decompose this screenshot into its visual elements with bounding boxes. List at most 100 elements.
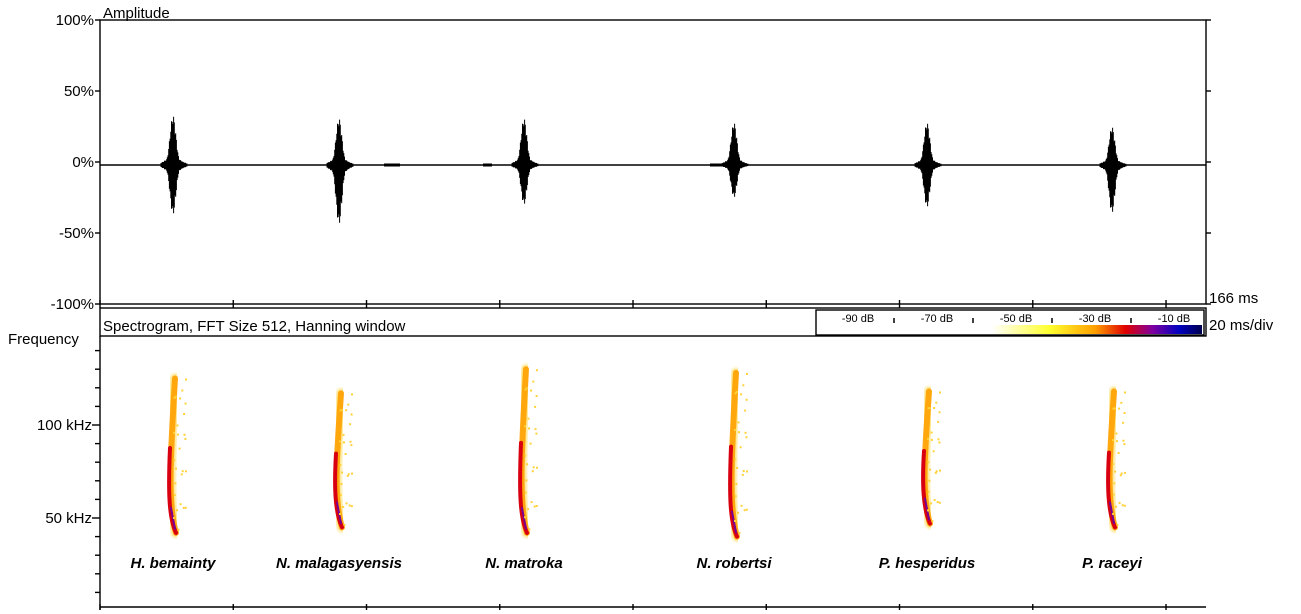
- call-speckle: [932, 450, 935, 453]
- call-speckle: [739, 446, 742, 449]
- waveform-burst: [914, 123, 942, 207]
- spectrogram-call: [1104, 386, 1126, 533]
- call-speckle: [931, 520, 934, 523]
- call-speckle: [1112, 512, 1114, 515]
- call-speckle: [524, 491, 527, 494]
- call-speckle: [745, 436, 748, 439]
- call-speckle: [345, 409, 348, 412]
- call-speckle: [939, 391, 941, 394]
- call-speckle: [927, 407, 930, 410]
- call-speckle: [525, 387, 528, 390]
- call-speckle: [938, 501, 941, 504]
- call-speckle: [184, 402, 187, 405]
- call-speckle: [737, 511, 740, 514]
- call-speckle: [743, 509, 746, 512]
- call-speckle: [1122, 439, 1125, 442]
- colorbar-label: -50 dB: [1000, 313, 1032, 325]
- call-speckle: [185, 470, 187, 473]
- call-speckle: [740, 393, 743, 396]
- call-speckle: [938, 411, 941, 414]
- waveform-burst: [511, 119, 539, 204]
- call-speckle: [339, 513, 341, 515]
- call-speckle: [347, 473, 350, 476]
- spectrogram-y-ticks: 100 kHz 50 kHz: [37, 349, 100, 594]
- call-speckle: [1113, 407, 1116, 410]
- waveform-y-tick-label: 50%: [64, 83, 94, 100]
- call-speckle: [342, 505, 345, 508]
- call-speckle: [927, 490, 930, 493]
- call-speckle: [1115, 432, 1118, 435]
- spectrogram-calls: [165, 364, 1126, 542]
- spectrogram-call: [516, 364, 538, 538]
- call-speckle: [1112, 439, 1114, 442]
- spectrogram-call: [165, 373, 187, 538]
- call-speckle: [937, 438, 940, 441]
- time-axis-ticks: [99, 300, 1167, 610]
- call-peak: [1109, 501, 1115, 525]
- call-speckle: [178, 447, 181, 450]
- call-speckle: [532, 466, 535, 469]
- call-speckle: [524, 516, 526, 519]
- call-speckle: [183, 433, 186, 436]
- call-speckle: [935, 401, 938, 404]
- colorbar-gradient: [820, 325, 1202, 334]
- call-speckle: [1124, 391, 1126, 394]
- call-speckle: [530, 501, 533, 504]
- waveform-y-tick-label: 0%: [72, 154, 94, 171]
- call-speckle: [1123, 443, 1126, 446]
- call-speckle: [174, 395, 177, 398]
- call-speckle: [938, 441, 941, 444]
- call-speckle: [1118, 407, 1121, 410]
- call-speckle: [351, 393, 353, 396]
- call-speckle: [346, 474, 349, 477]
- call-speckle: [1120, 472, 1123, 475]
- call-speckle: [745, 398, 748, 401]
- call-speckle: [339, 409, 342, 412]
- call-speckle: [1123, 412, 1126, 414]
- call-speckle: [741, 473, 744, 476]
- frequency-axis-label: Frequency: [8, 331, 79, 348]
- call-speckle: [927, 461, 930, 464]
- call-speckle: [181, 470, 184, 473]
- call-speckle: [1116, 523, 1119, 526]
- call-speckle: [1121, 504, 1124, 507]
- call-speckle: [1122, 421, 1125, 424]
- species-label: N. matroka: [485, 555, 563, 572]
- frequency-tick-label: 50 kHz: [45, 510, 92, 527]
- call-speckle: [534, 405, 537, 408]
- call-speckle: [735, 483, 738, 486]
- call-speckle: [1120, 401, 1123, 404]
- species-label: N. malagasyensis: [276, 555, 402, 572]
- call-speckle: [530, 389, 533, 392]
- call-speckle: [528, 427, 530, 430]
- call-speckle: [744, 409, 747, 412]
- call-speckle: [533, 505, 536, 508]
- waveform-burst: [1099, 127, 1127, 212]
- species-label: P. hesperidus: [879, 555, 975, 572]
- call-speckle: [737, 421, 740, 424]
- call-peak: [336, 501, 342, 525]
- call-speckle: [173, 396, 176, 399]
- call-speckle: [936, 501, 939, 503]
- species-label: P. raceyi: [1082, 555, 1143, 572]
- waveform-call: [511, 119, 539, 204]
- waveform-frame: [99, 19, 1207, 305]
- call-speckle: [742, 384, 745, 387]
- colorbar-label: -30 dB: [1079, 313, 1111, 325]
- call-speckle: [937, 420, 940, 423]
- call-speckle: [184, 437, 187, 440]
- call-speckle: [740, 504, 743, 507]
- call-speckle: [933, 407, 936, 409]
- waveform-y-tick-label: -50%: [59, 225, 94, 242]
- call-speckle: [930, 431, 933, 434]
- call-speckle: [341, 471, 344, 474]
- call-speckle: [175, 467, 178, 470]
- species-labels: H. bemainty N. malagasyensis N. matroka N. …: [130, 555, 1142, 572]
- call-speckle: [927, 509, 929, 512]
- call-speckle: [930, 502, 933, 505]
- call-speckle: [746, 470, 748, 473]
- call-speckle: [524, 454, 527, 457]
- call-speckle: [343, 441, 345, 444]
- call-speckle: [351, 472, 353, 475]
